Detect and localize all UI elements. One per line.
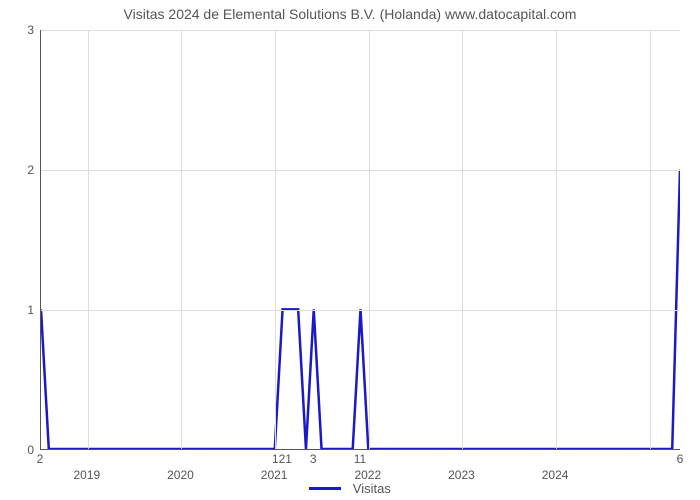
gridline-v: [181, 30, 182, 449]
y-tick-label: 3: [0, 23, 34, 37]
gridline-h: [41, 310, 680, 311]
y-tick-label: 1: [0, 303, 34, 317]
gridline-v: [88, 30, 89, 449]
series-line: [41, 30, 680, 449]
x-tick-label: 2024: [542, 468, 569, 482]
data-point-label: 2: [37, 452, 44, 466]
gridline-h: [41, 170, 680, 171]
x-tick-label: 2023: [448, 468, 475, 482]
data-point-label: 3: [310, 452, 317, 466]
y-tick-label: 0: [0, 443, 34, 457]
legend: Visitas: [0, 480, 700, 496]
x-tick-label: 2019: [73, 468, 100, 482]
gridline-h: [41, 30, 680, 31]
gridline-v: [369, 30, 370, 449]
chart-container: Visitas 2024 de Elemental Solutions B.V.…: [0, 0, 700, 500]
legend-label: Visitas: [353, 481, 391, 496]
chart-title: Visitas 2024 de Elemental Solutions B.V.…: [0, 6, 700, 22]
x-tick-label: 2022: [354, 468, 381, 482]
gridline-v: [556, 30, 557, 449]
x-tick-label: 2021: [261, 468, 288, 482]
legend-swatch: [309, 487, 341, 490]
data-point-label: 11: [354, 452, 366, 466]
x-tick-label: 2020: [167, 468, 194, 482]
gridline-v: [650, 30, 651, 449]
gridline-v: [275, 30, 276, 449]
plot-area: [40, 30, 680, 450]
y-tick-label: 2: [0, 163, 34, 177]
data-point-label: 121: [272, 452, 292, 466]
gridline-v: [462, 30, 463, 449]
data-point-label: 6: [677, 452, 684, 466]
